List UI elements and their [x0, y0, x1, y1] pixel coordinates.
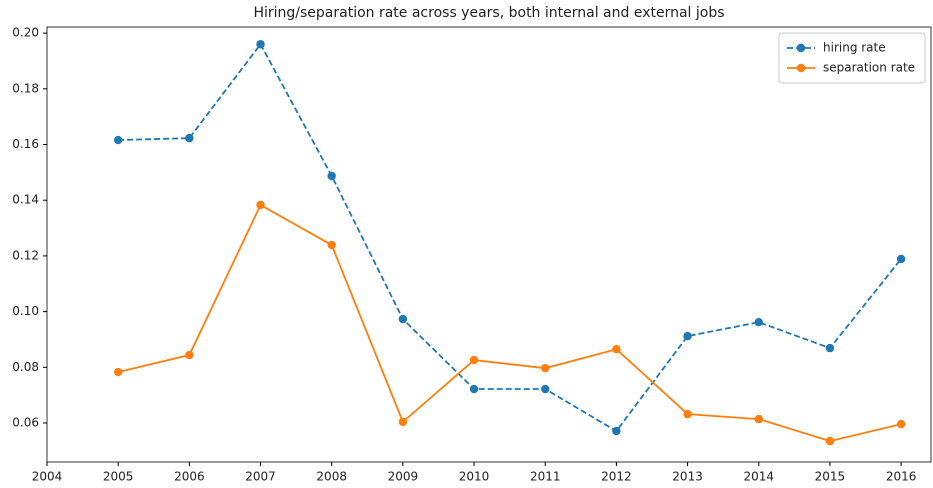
- marker: [398, 417, 408, 427]
- x-tick-label: 2005: [103, 470, 134, 484]
- marker: [469, 384, 479, 394]
- legend-label: separation rate: [823, 61, 915, 75]
- marker: [256, 200, 265, 210]
- legend-marker: [796, 63, 806, 73]
- marker: [683, 331, 692, 341]
- marker: [825, 436, 835, 446]
- y-tick-label: 0.08: [12, 360, 39, 374]
- marker: [754, 317, 763, 327]
- marker: [327, 171, 336, 181]
- series-line: [118, 42, 902, 433]
- x-tick-label: 2009: [388, 470, 419, 484]
- marker: [185, 133, 194, 143]
- x-tick-label: 2008: [316, 470, 347, 484]
- x-tick-label: 2007: [245, 470, 276, 484]
- x-tick-label: 2010: [459, 470, 490, 484]
- x-tick-label: 2012: [601, 470, 632, 484]
- series-line: [117, 203, 902, 443]
- legend-label: hiring rate: [823, 41, 886, 55]
- marker: [612, 345, 621, 354]
- x-tick-label: 2013: [672, 470, 703, 484]
- legend-box: [778, 32, 926, 84]
- y-tick-label: 0.14: [12, 193, 39, 207]
- marker: [256, 40, 265, 49]
- y-tick-label: 0.16: [12, 137, 39, 151]
- x-tick-label: 2011: [530, 470, 561, 484]
- x-tick-label: 2006: [174, 470, 205, 484]
- marker: [185, 350, 194, 360]
- x-tick-label: 2014: [743, 470, 774, 484]
- marker: [896, 419, 906, 429]
- marker: [541, 384, 550, 394]
- y-tick-label: 0.20: [12, 26, 39, 40]
- y-tick-label: 0.12: [12, 248, 39, 262]
- marker: [754, 414, 763, 424]
- marker: [541, 363, 550, 373]
- marker: [612, 426, 621, 436]
- marker: [896, 254, 906, 264]
- marker: [327, 240, 336, 250]
- marker: [683, 409, 692, 419]
- y-tick-label: 0.18: [12, 81, 39, 95]
- y-tick-label: 0.10: [12, 304, 39, 318]
- marker: [825, 343, 835, 353]
- marker: [398, 314, 408, 324]
- marker: [113, 367, 123, 377]
- x-tick-label: 2016: [886, 470, 917, 484]
- legend-marker: [796, 43, 806, 53]
- x-tick-label: 2015: [815, 470, 846, 484]
- chart-title: Hiring/separation rate across years, bot…: [253, 5, 724, 21]
- x-tick-label: 2004: [32, 470, 63, 484]
- plot-frame: [46, 26, 932, 463]
- marker: [113, 135, 123, 145]
- marker: [469, 355, 479, 365]
- y-tick-label: 0.06: [12, 416, 39, 430]
